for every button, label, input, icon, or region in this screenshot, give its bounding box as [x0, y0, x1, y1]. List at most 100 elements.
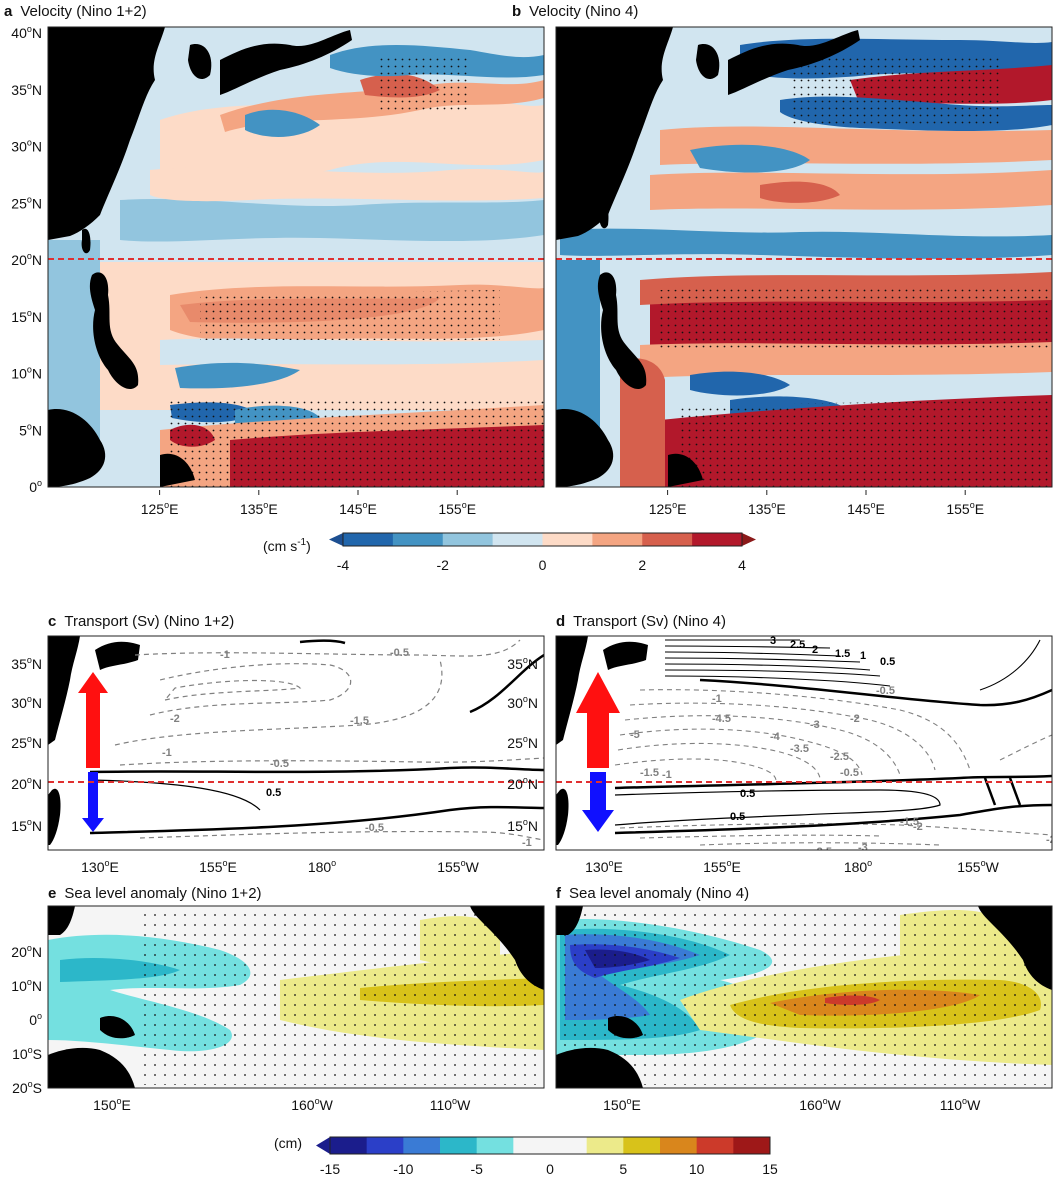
- x-tick-label: 155oE: [946, 500, 984, 517]
- panel-f: f Sea level anomaly (Nino 4) 150oE 160oW 11…: [555, 885, 1053, 1113]
- y-tick-label: 0o: [29, 1011, 42, 1028]
- panel-c-y-ticks: 15oN 20oN 25oN 30oN 35oN: [11, 655, 42, 834]
- colorbar-swatch: [476, 1137, 514, 1154]
- colorbar-frame: [342, 532, 743, 547]
- contour-label: -4: [770, 731, 781, 743]
- x-tick-label: 155oE: [199, 858, 237, 875]
- x-tick-label: 110oW: [940, 1096, 981, 1113]
- x-tick-label: 125oE: [649, 500, 687, 517]
- land-asia-c: [48, 636, 80, 745]
- y-tick-label: 25oN: [11, 734, 42, 751]
- colorbar-tick-label: 4: [738, 557, 746, 573]
- panel-d-title: d Transport (Sv) (Nino 4): [556, 613, 726, 630]
- x-tick-label: 110oW: [430, 1096, 471, 1113]
- contours-negative-c: [114, 639, 544, 841]
- x-tick-label: 155oW: [437, 858, 479, 875]
- velocity-stipple-equator: [170, 400, 544, 487]
- y-tick-label-right: 15oN: [507, 817, 538, 834]
- land-asia-a: [48, 27, 165, 240]
- panel-d-frame: [555, 635, 1053, 851]
- velocity-b-blue-9n: [690, 371, 790, 396]
- colorbar-swatch: [733, 1137, 771, 1154]
- colorbar-tick-label: 5: [619, 1161, 627, 1177]
- contour-label: -1.5: [640, 767, 659, 779]
- velocity-b-orange-12n: [640, 342, 1052, 378]
- velocity-b-red-27n-blob: [760, 181, 840, 203]
- panel-e: e Sea level anomaly (Nino 1+2) 20oS 10oS 0o…: [11, 885, 545, 1113]
- panel-b-frame: [555, 26, 1053, 488]
- colorbar-swatch: [623, 1137, 661, 1154]
- velocity-peach-mid: [150, 167, 544, 202]
- colorbar-tick-label: -5: [470, 1161, 483, 1177]
- colorbar-swatch: [343, 533, 394, 546]
- land-asia-f: [556, 906, 583, 935]
- y-tick-label-right: 20oN: [507, 775, 538, 792]
- velocity-stipple-north: [380, 55, 470, 110]
- contour-label: -2.5: [830, 751, 849, 763]
- colorbar-tick-label: 0: [539, 557, 547, 573]
- land-japan-c: [95, 641, 140, 670]
- contours-positive-d-north: [664, 639, 1052, 707]
- land-americas-e: [470, 906, 544, 990]
- panel-c-right-y-ticks: 15oN 20oN 25oN 30oN 35oN: [507, 655, 538, 834]
- x-tick-label: 145oE: [847, 500, 885, 517]
- panel-c-contour-labels: -1 -0.5 -2 -1.5 -1 -0.5 0.5 -0.5 -1: [162, 647, 532, 849]
- contour-label: -0.5: [840, 767, 859, 779]
- x-tick-label: 155oE: [438, 500, 476, 517]
- sla-f-stipple: [560, 912, 1048, 1085]
- panel-e-x-ticks: 150oE 160oW 110oW: [93, 1096, 471, 1113]
- velocity-b-peach-25n: [650, 170, 1052, 210]
- velocity-blue-9n: [175, 362, 300, 389]
- velocity-blue-north-3: [120, 198, 544, 242]
- contour-label: -3.5: [790, 743, 809, 755]
- colorbar-swatch: [642, 533, 693, 546]
- contour-label: -2.5: [813, 846, 832, 858]
- land-taiwan-a: [81, 228, 91, 254]
- y-tick-label: 15oN: [11, 308, 42, 325]
- y-tick-label: 35oN: [11, 655, 42, 672]
- colorbar-swatch: [403, 1137, 441, 1154]
- contour-label: 0.5: [730, 811, 745, 823]
- panel-c: c Transport (Sv) (Nino 1+2): [11, 613, 545, 875]
- x-tick-label: 150oE: [603, 1096, 641, 1113]
- contour-label: 0.5: [266, 787, 281, 799]
- velocity-colorbar-label: (cm s-1): [263, 537, 311, 554]
- contour-label: 1.5: [835, 648, 850, 660]
- arrow-south-d: [582, 772, 614, 832]
- colorbar-tick-label: 15: [762, 1161, 778, 1177]
- contour-label: -2: [913, 821, 923, 833]
- y-tick-label: 5oN: [19, 421, 42, 438]
- velocity-colorbar: (cm s-1) -4 -2 0 2 4: [263, 532, 756, 573]
- y-tick-label: 20oN: [11, 775, 42, 792]
- colorbar-swatch: [366, 1137, 404, 1154]
- contour-label: 1: [860, 650, 866, 662]
- colorbar-extend-low: [329, 533, 343, 546]
- panel-d-contour-labels: 3 2.5 2 1.5 1 0.5-1-0.5-5-4.5-4-3.5-3-2.5-2-1…: [630, 636, 1052, 858]
- land-newguinea-a: [160, 453, 195, 487]
- velocity-b-blue-west-edge: [556, 260, 600, 440]
- land-philippines-c: [48, 788, 61, 845]
- velocity-b-stipple-15n: [660, 285, 1052, 350]
- colorbar-swatch: [542, 533, 593, 546]
- x-tick-label: 155oE: [703, 858, 741, 875]
- panel-d-x-ticks: 130oE 155oE 180o 155oW: [585, 858, 999, 875]
- panel-b-title: b Velocity (Nino 4): [512, 3, 638, 20]
- contour-label: -3: [858, 842, 868, 854]
- land-japan-a: [220, 30, 352, 95]
- panel-a-frame: [47, 26, 545, 488]
- panel-c-x-ticks: 130oE 155oE 180o 155oW: [81, 858, 479, 875]
- contour-label: -0.5: [365, 822, 384, 834]
- land-indonesia-a: [48, 409, 106, 487]
- land-japan-b: [728, 30, 860, 95]
- y-tick-label: 15oN: [11, 817, 42, 834]
- velocity-b-blue-22n: [560, 228, 1052, 259]
- colorbar-tick-label: -4: [337, 557, 350, 573]
- y-tick-label: 30oN: [11, 694, 42, 711]
- panel-e-y-ticks: 20oS 10oS 0o 10oN 20oN: [11, 943, 42, 1096]
- land-philippines-d: [556, 788, 569, 845]
- arrow-south-c: [82, 772, 104, 832]
- x-tick-label: 130oE: [81, 858, 119, 875]
- sla-colorbar-ticks: -15 -10 -5 0 5 10 15: [320, 1161, 778, 1177]
